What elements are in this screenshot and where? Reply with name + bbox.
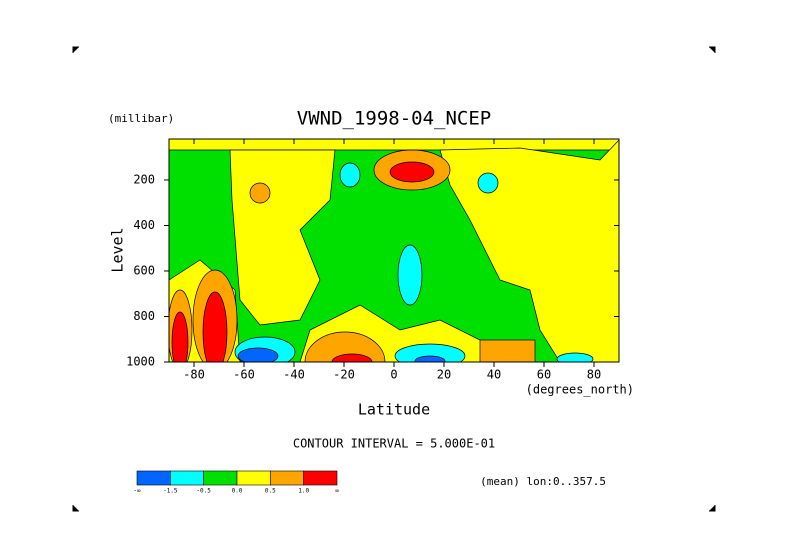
x-tick-label: 0 (390, 368, 397, 382)
y-tick-label: 200 (133, 172, 155, 186)
contour-region (414, 355, 446, 362)
colorbar-label: ∞ (335, 488, 339, 495)
contour-region (477, 172, 499, 194)
x-tick-label: 20 (437, 368, 451, 382)
x-tick-label: -80 (183, 368, 205, 382)
colorbar-bin (303, 470, 338, 486)
contour-region (202, 291, 228, 362)
y-tick-label: 800 (133, 309, 155, 323)
contour-region (397, 244, 423, 306)
colorbar-label: -1.5 (163, 488, 178, 495)
x-tick-label: 80 (587, 368, 601, 382)
colorbar-label: -0.5 (196, 488, 211, 495)
contour-region (339, 162, 361, 188)
colorbar-bin (170, 470, 204, 486)
chart-title: VWND_1998-04_NCEP (297, 108, 491, 130)
y-tick-label: 400 (133, 218, 155, 232)
colorbar-bin (203, 470, 238, 486)
y-tick-label: 600 (133, 263, 155, 277)
contour-region (237, 347, 279, 362)
contour-region (171, 311, 189, 362)
contour-region (389, 161, 435, 183)
y-axis-label: Level (109, 227, 127, 272)
contour-region (304, 331, 386, 362)
colorbar-bin (236, 470, 271, 486)
x-tick-label: -40 (283, 368, 305, 382)
colorbar-label: 1.0 (298, 488, 309, 495)
x-tick-label: 40 (487, 368, 501, 382)
contour-region (556, 352, 594, 362)
contour-region (439, 139, 619, 362)
x-unit: (degrees_north) (526, 383, 634, 397)
y-tick-label: 1000 (126, 355, 155, 369)
contour-region (169, 139, 619, 151)
x-tick-label: 60 (537, 368, 551, 382)
x-axis-label: Latitude (358, 401, 430, 419)
y-unit: (millibar) (108, 112, 174, 125)
colorbar-label: -∞ (133, 488, 141, 495)
colorbar-bin (270, 470, 304, 486)
contour-region (249, 182, 271, 204)
colorbar-label: 0.0 (232, 488, 243, 495)
contour-note: CONTOUR INTERVAL = 5.000E-01 (293, 437, 495, 451)
x-tick-label: -20 (333, 368, 355, 382)
contour-field (169, 139, 619, 362)
colorbar-bin (136, 470, 171, 486)
footer-note: (mean) lon:0..357.5 (480, 475, 606, 488)
colorbar: -∞ -1.5 -0.5 0.0 0.5 1.0 ∞ (133, 470, 339, 495)
contour-region (479, 339, 536, 362)
corner-marks (72, 46, 716, 512)
colorbar-label: 0.5 (265, 488, 276, 495)
contour-region (331, 353, 373, 362)
contour-region (394, 343, 466, 362)
x-tick-label: -60 (233, 368, 255, 382)
